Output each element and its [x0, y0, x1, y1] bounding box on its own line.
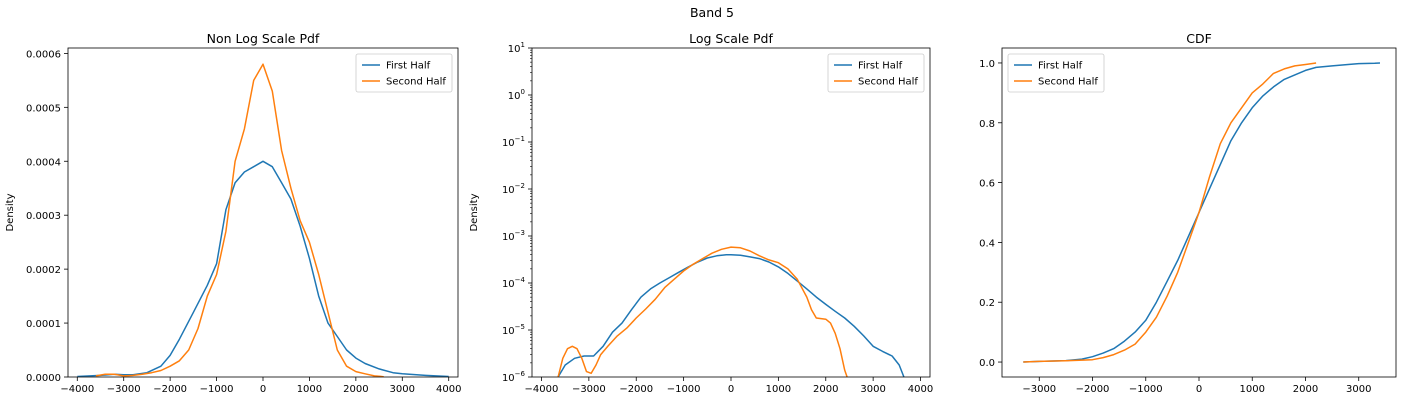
x-tick-label: −4000 — [60, 384, 94, 395]
y-tick-label: 0.2 — [979, 298, 995, 309]
y-tick-label: 0.0 — [979, 358, 995, 369]
x-tick-label: −3000 — [572, 384, 606, 395]
x-tick-label: −2000 — [153, 384, 187, 395]
x-tick-label: 3000 — [390, 384, 415, 395]
x-tick-label: −1000 — [1129, 384, 1163, 395]
legend-box — [827, 53, 925, 93]
legend-box — [355, 53, 453, 93]
axes-frame — [531, 47, 931, 378]
legend-label: First Half — [386, 61, 431, 72]
x-tick-label: 2000 — [1293, 384, 1318, 395]
x-tick-label: −3000 — [107, 384, 141, 395]
x-tick-label: 0 — [728, 384, 734, 395]
y-tick-label: 10−5 — [502, 323, 525, 337]
series-line-second-half — [1023, 62, 1317, 363]
x-tick-label: −1000 — [200, 384, 234, 395]
x-tick-label: −2000 — [619, 384, 653, 395]
x-tick-label: 0 — [260, 384, 266, 395]
y-tick-label: 0.0003 — [26, 211, 61, 222]
x-tick-label: −3000 — [1022, 384, 1056, 395]
x-tick-label: 4000 — [908, 384, 933, 395]
y-tick-label: 10−4 — [502, 276, 526, 290]
legend-label: First Half — [1038, 61, 1083, 72]
x-tick-label: −2000 — [1076, 384, 1110, 395]
y-tick-label: 0.0000 — [26, 373, 61, 384]
chart-title: Log Scale Pdf — [689, 31, 773, 46]
y-tick-label: 0.8 — [979, 119, 995, 130]
series-line-first-half — [77, 160, 449, 377]
series-line-second-half — [557, 246, 848, 377]
legend-label: Second Half — [1038, 77, 1098, 88]
x-tick-label: 1000 — [297, 384, 322, 395]
y-tick-label: 0.0002 — [26, 265, 61, 276]
x-tick-label: 0 — [1196, 384, 1202, 395]
axes-frame — [67, 47, 459, 378]
y-tick-label: 10−1 — [502, 135, 525, 149]
chart-panel-3: CDF −3000 −2000 −1000 0 1000 2000 3000 0.0 0.2 0.4… — [979, 31, 1397, 395]
chart-panel-2: Log Scale Pdf Density −4000 −3000 −2000 −1000… — [469, 31, 933, 395]
x-tick-label: 3000 — [1346, 384, 1371, 395]
x-tick-label: 2000 — [813, 384, 838, 395]
y-axis-label: Density — [469, 193, 480, 231]
y-tick-label: 10−6 — [502, 370, 526, 384]
y-tick-label: 100 — [508, 88, 525, 102]
y-tick-label: 0.6 — [979, 179, 995, 190]
y-tick-label: 10−3 — [502, 229, 525, 243]
y-tick-label: 0.0001 — [26, 319, 61, 330]
y-tick-label: 0.0004 — [26, 157, 61, 168]
x-tick-label: 1000 — [766, 384, 791, 395]
x-tick-label: −1000 — [667, 384, 701, 395]
y-tick-label: 10−2 — [502, 182, 525, 196]
x-tick-label: 4000 — [436, 384, 461, 395]
legend: First Half Second Half — [827, 53, 925, 93]
y-tick-label: 0.0006 — [26, 49, 61, 60]
chart-panel-1: Non Log Scale Pdf Density −4000 −3000 −2000 −… — [5, 31, 461, 395]
series-line-second-half — [95, 63, 384, 377]
chart-title: Non Log Scale Pdf — [207, 31, 320, 46]
series-line-first-half — [1023, 62, 1381, 363]
legend: First Half Second Half — [355, 53, 453, 93]
legend-label: First Half — [858, 61, 903, 72]
x-tick-label: 3000 — [860, 384, 885, 395]
y-tick-label: 101 — [508, 41, 525, 55]
x-tick-label: −4000 — [525, 384, 559, 395]
suptitle: Band 5 — [690, 5, 734, 20]
legend-label: Second Half — [858, 77, 918, 88]
y-axis-label: Density — [5, 193, 16, 231]
legend-box — [1007, 53, 1105, 93]
y-tick-label: 0.0005 — [26, 103, 61, 114]
y-tick-label: 1.0 — [979, 59, 995, 70]
y-tick-label: 0.4 — [979, 238, 995, 249]
x-tick-label: 1000 — [1240, 384, 1265, 395]
legend-label: Second Half — [386, 77, 446, 88]
series-line-first-half — [557, 253, 905, 377]
legend: First Half Second Half — [1007, 53, 1105, 93]
x-tick-label: 2000 — [343, 384, 368, 395]
chart-title: CDF — [1186, 31, 1212, 46]
